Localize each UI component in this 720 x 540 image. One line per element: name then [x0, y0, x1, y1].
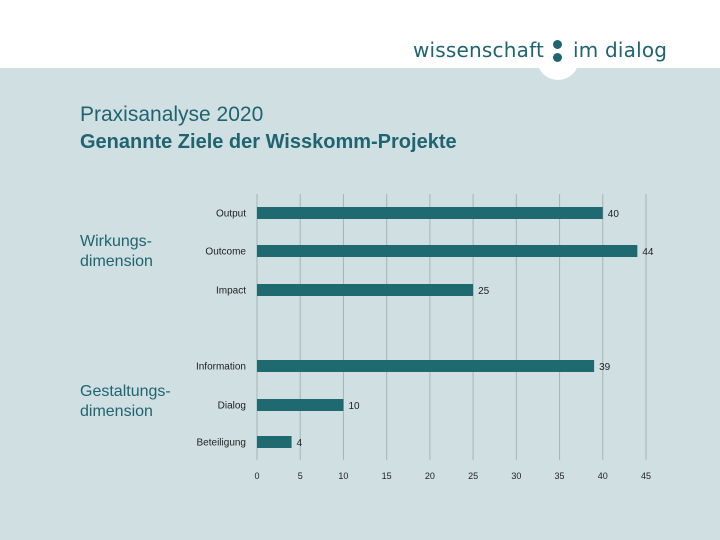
x-tick-label: 35	[555, 471, 565, 481]
chart-subtitle: Genannte Ziele der Wisskomm-Projekte	[80, 131, 457, 153]
group-label-gestaltungsdimension: Gestaltungs- dimension	[80, 382, 171, 422]
x-tick-label: 45	[641, 471, 651, 481]
group-label-line: Wirkungs-	[80, 233, 153, 250]
header-bar	[0, 0, 720, 68]
x-tick-label: 30	[511, 471, 521, 481]
page-title: Praxisanalyse 2020	[80, 103, 264, 126]
data-label: 44	[642, 247, 654, 258]
group-label-line: dimension	[80, 253, 153, 270]
logo-colon-icon	[552, 36, 564, 64]
data-label: 39	[599, 362, 611, 373]
data-label: 4	[297, 438, 303, 449]
category-label: Dialog	[218, 401, 246, 412]
x-tick-label: 10	[338, 471, 348, 481]
bar	[257, 207, 603, 219]
category-label: Beteiligung	[197, 438, 246, 449]
bar	[257, 399, 344, 411]
x-tick-label: 15	[382, 471, 392, 481]
category-label: Outcome	[205, 247, 246, 258]
bar	[257, 284, 474, 296]
group-label-wirkungsdimension: Wirkungs- dimension	[80, 232, 153, 272]
x-tick-label: 5	[298, 471, 303, 481]
data-label: 25	[478, 286, 490, 297]
x-tick-label: 20	[425, 471, 435, 481]
group-label-line: dimension	[80, 403, 153, 420]
logo-text-left: wissenschaft	[412, 38, 544, 62]
data-label: 40	[608, 209, 620, 220]
category-label: Information	[196, 362, 246, 373]
x-tick-label: 25	[468, 471, 478, 481]
bar	[257, 360, 595, 372]
data-label: 10	[348, 401, 360, 412]
x-tick-label: 40	[598, 471, 608, 481]
bar	[257, 245, 638, 257]
category-label: Impact	[216, 286, 246, 297]
group-label-line: Gestaltungs-	[80, 383, 171, 400]
bar	[257, 436, 292, 448]
x-tick-label: 0	[254, 471, 259, 481]
content-panel	[0, 68, 720, 540]
logo-text-right: im dialog	[573, 38, 668, 62]
category-label: Output	[216, 209, 246, 220]
